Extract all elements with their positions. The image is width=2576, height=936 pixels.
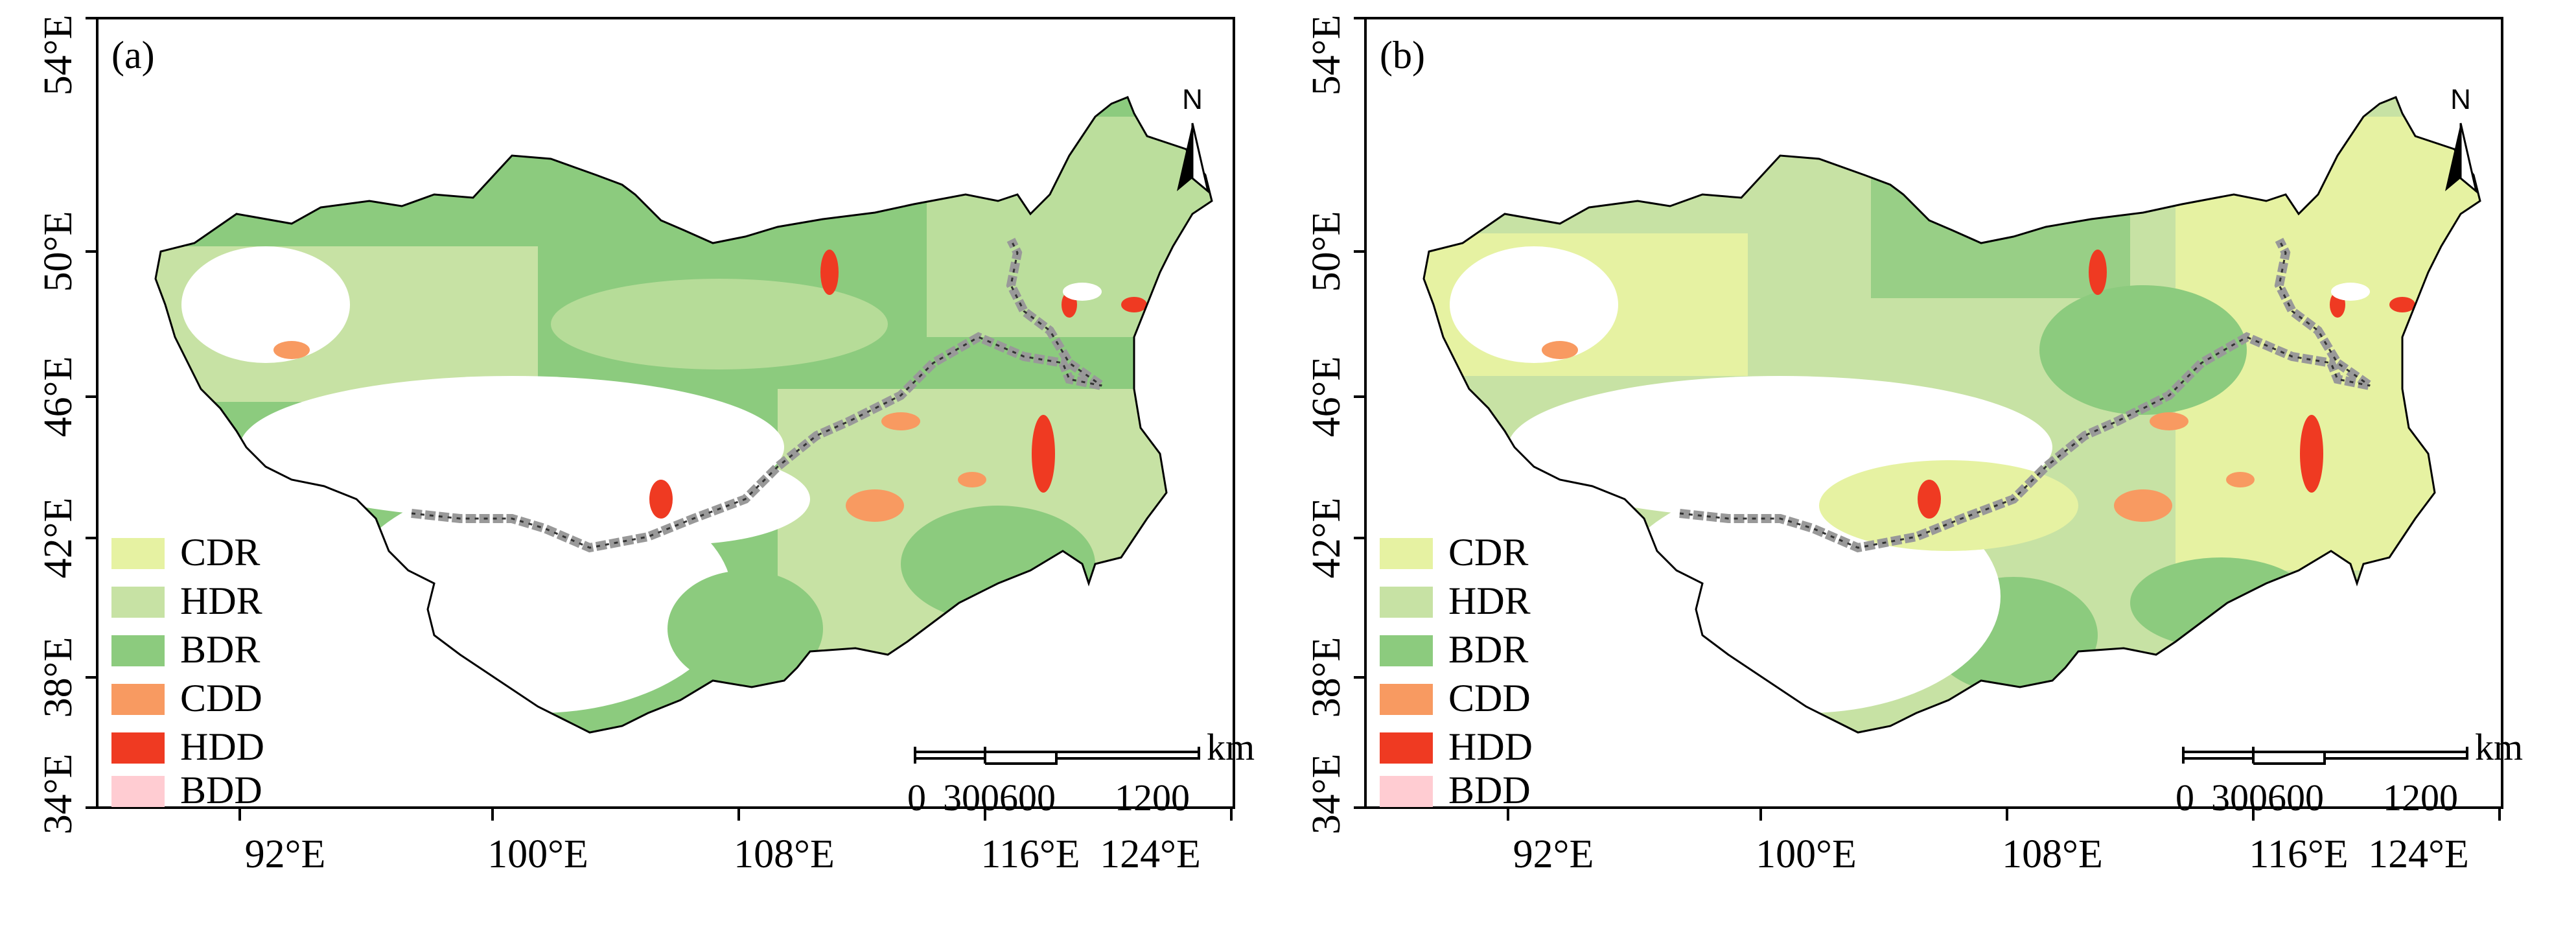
legend-swatch-bdd [111,776,165,807]
panel-b: (b) N CDR HDR BDR CDD HDD BDD km 0 30060… [1305,15,2523,876]
lat-tick-42: 42°E [1305,498,1349,579]
scale-label-300600: 300600 [2211,777,2324,819]
legend-label-bdr: BDR [180,628,260,671]
legend-swatch-bdr [1380,635,1433,666]
legend-swatch-hdr [1380,587,1433,618]
lat-tick-54: 54°E [1305,15,1349,96]
panel-label: (a) [111,34,155,76]
lon-tick-124: 124°E [1100,832,1201,876]
lon-tick-92: 92°E [245,832,326,876]
legend-swatch-bdr [111,635,165,666]
lon-axis: 92°E 100°E 108°E 116°E 124°E [238,808,1233,876]
border-line-inner [411,239,1102,549]
legend: CDR HDR BDR CDD HDD BDD [1380,531,1533,812]
legend-label-cdr: CDR [1448,531,1528,574]
border-line-inner [1679,239,2371,549]
panel-label: (b) [1380,34,1425,76]
lon-tick-100: 100°E [1756,832,1857,876]
panel-a: (a) N CDR HDR BDR CDD HDD BDD km 0 [36,15,1255,876]
legend-label-hdr: HDR [1448,579,1531,622]
legend-swatch-cdd [1380,684,1433,715]
lat-tick-50: 50°E [36,211,80,292]
lon-tick-100: 100°E [487,832,588,876]
north-label: N [2450,84,2471,115]
scale-label-1200: 1200 [1115,777,1190,819]
lat-tick-42: 42°E [36,498,80,579]
border-line [1679,237,2373,553]
lat-tick-46: 46°E [36,357,80,438]
lat-tick-50: 50°E [1305,211,1349,292]
scale-bar: km 0 300600 1200 [907,726,1255,819]
lat-tick-38: 38°E [36,637,80,718]
scale-label-300600: 300600 [943,777,1056,819]
scale-label-0: 0 [907,777,926,819]
lat-tick-54: 54°E [36,15,80,96]
north-label: N [1182,84,1203,115]
legend-label-bdd: BDD [180,769,262,812]
legend-swatch-hdd [111,732,165,764]
lon-tick-108: 108°E [2002,832,2103,876]
legend: CDR HDR BDR CDD HDD BDD [111,531,264,812]
scale-unit: km [2475,726,2523,768]
lat-tick-46: 46°E [1305,357,1349,438]
lat-axis: 34°E 38°E 42°E 46°E 50°E 54°E [36,15,97,835]
lon-tick-108: 108°E [734,832,835,876]
border-line [411,237,1105,553]
lat-tick-38: 38°E [1305,637,1349,718]
north-arrow: N [1177,84,1210,194]
legend-label-bdr: BDR [1448,628,1528,671]
scale-label-0: 0 [2176,777,2194,819]
north-arrow: N [2445,84,2478,194]
legend-swatch-hdr [111,587,165,618]
legend-label-hdd: HDD [180,725,264,768]
legend-label-bdd: BDD [1448,769,1531,812]
lon-tick-124: 124°E [2368,832,2469,876]
legend-swatch-cdr [1380,538,1433,569]
lon-axis: 92°E 100°E 108°E 116°E 124°E [1507,808,2501,876]
lat-tick-34: 34°E [36,754,80,835]
legend-label-hdd: HDD [1448,725,1533,768]
legend-swatch-cdr [111,538,165,569]
lat-axis: 34°E 38°E 42°E 46°E 50°E 54°E [1305,15,1365,835]
legend-swatch-hdd [1380,732,1433,764]
scale-unit: km [1207,726,1255,768]
legend-label-cdd: CDD [180,677,262,720]
legend-swatch-cdd [111,684,165,715]
legend-label-cdd: CDD [1448,677,1531,720]
scale-bar: km 0 300600 1200 [2176,726,2523,819]
lon-tick-116: 116°E [2249,832,2348,876]
legend-label-cdr: CDR [180,531,260,574]
scale-label-1200: 1200 [2383,777,2458,819]
legend-swatch-bdd [1380,776,1433,807]
legend-label-hdr: HDR [180,579,262,622]
lon-tick-116: 116°E [981,832,1080,876]
lon-tick-92: 92°E [1513,832,1594,876]
lat-tick-34: 34°E [1305,754,1349,835]
